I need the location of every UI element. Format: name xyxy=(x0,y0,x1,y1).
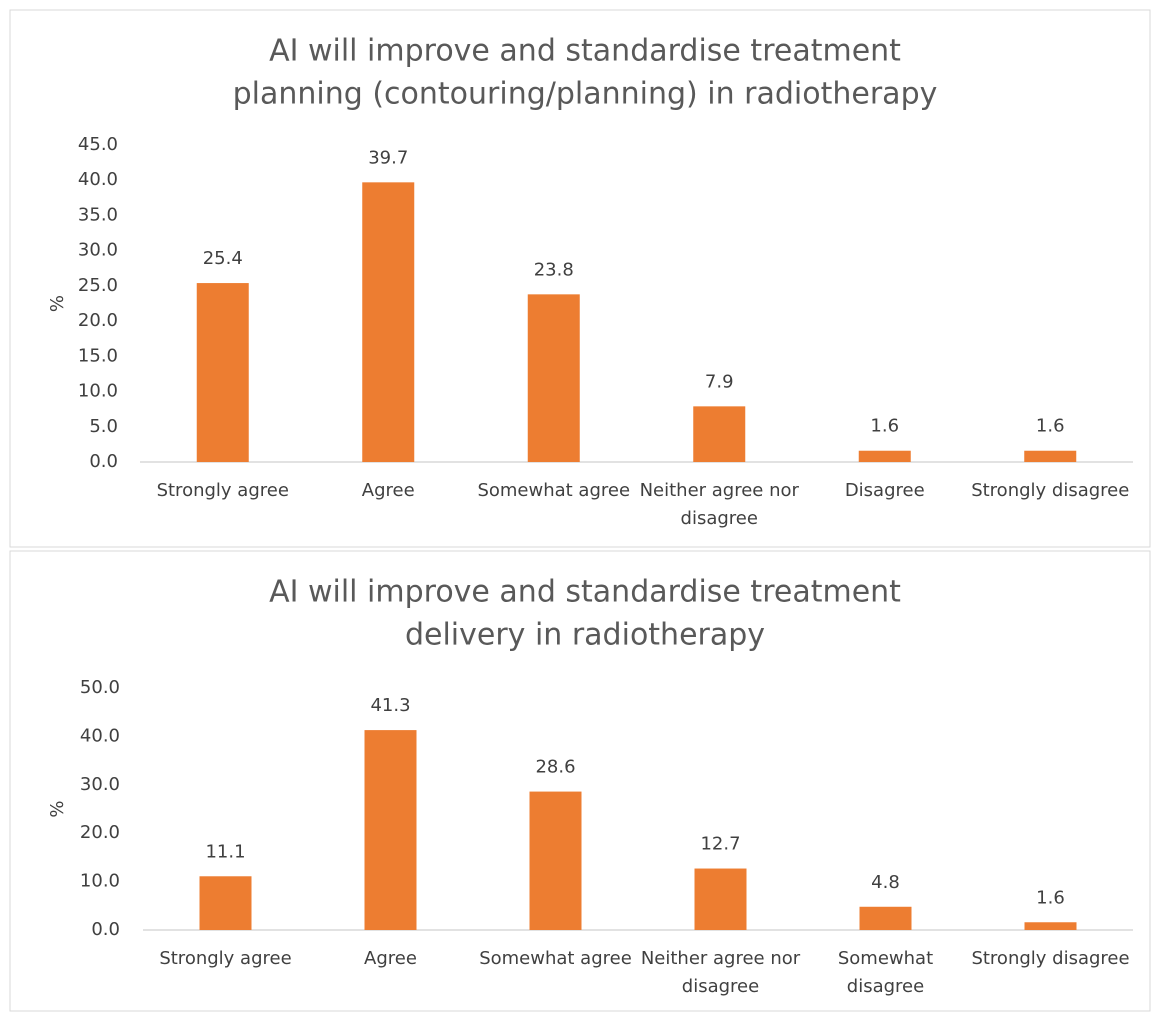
data-label: 4.8 xyxy=(871,872,900,893)
x-tick-label: Neither agree nor disagree xyxy=(641,948,801,997)
data-label: 28.6 xyxy=(535,757,575,778)
x-tick-label: Strongly agree xyxy=(157,480,289,501)
y-tick-label: 15.0 xyxy=(78,345,118,366)
y-tick-label: 40.0 xyxy=(80,725,120,746)
y-tick-label: 0.0 xyxy=(89,451,118,472)
bar xyxy=(196,283,249,462)
y-tick-label: 30.0 xyxy=(80,774,120,795)
x-tick-label: Agree xyxy=(362,480,415,501)
bar xyxy=(527,294,580,462)
data-label: 12.7 xyxy=(700,834,740,855)
data-label: 41.3 xyxy=(370,695,410,716)
chart-title: AI will improve and standardise treatmen… xyxy=(233,33,938,111)
x-tick-label: Disagree xyxy=(845,480,925,501)
y-tick-label: 20.0 xyxy=(78,310,118,331)
bar xyxy=(1024,922,1077,930)
bar xyxy=(364,730,417,930)
y-tick-label: 20.0 xyxy=(80,822,120,843)
y-tick-label: 10.0 xyxy=(78,381,118,402)
y-tick-label: 50.0 xyxy=(80,677,120,698)
x-tick-label: Strongly agree xyxy=(159,948,291,969)
data-label: 1.6 xyxy=(1036,887,1065,908)
bar xyxy=(693,406,746,462)
bar xyxy=(1024,450,1077,462)
x-tick-label: Somewhat disagree xyxy=(838,948,933,997)
x-tick-label: Somewhat agree xyxy=(477,480,630,501)
y-tick-label: 40.0 xyxy=(78,169,118,190)
bar xyxy=(859,906,912,930)
bar xyxy=(529,791,582,930)
data-label: 23.8 xyxy=(534,259,574,280)
data-label: 11.1 xyxy=(205,841,245,862)
data-label: 39.7 xyxy=(368,147,408,168)
data-label: 1.6 xyxy=(870,416,899,437)
x-tick-label: Strongly disagree xyxy=(971,480,1129,501)
bar xyxy=(362,182,415,462)
x-tick-label: Neither agree nor disagree xyxy=(640,480,800,529)
x-tick-label: Strongly disagree xyxy=(971,948,1129,969)
x-tick-label: Somewhat agree xyxy=(479,948,632,969)
y-tick-label: 45.0 xyxy=(78,134,118,155)
panel xyxy=(9,550,1151,1012)
data-label: 1.6 xyxy=(1036,416,1065,437)
y-tick-label: 10.0 xyxy=(80,871,120,892)
x-tick-label: Agree xyxy=(364,948,417,969)
data-label: 7.9 xyxy=(705,371,734,392)
bar xyxy=(694,868,747,930)
data-label: 25.4 xyxy=(203,248,243,269)
chart-title: AI will improve and standardise treatmen… xyxy=(269,574,901,652)
y-tick-label: 35.0 xyxy=(78,204,118,225)
bar xyxy=(858,450,911,462)
bar xyxy=(199,876,252,930)
y-tick-label: 30.0 xyxy=(78,240,118,261)
y-axis-label: % xyxy=(47,800,68,817)
y-tick-label: 25.0 xyxy=(78,275,118,296)
y-tick-label: 5.0 xyxy=(89,416,118,437)
y-axis-label: % xyxy=(47,295,68,312)
y-tick-label: 0.0 xyxy=(91,919,120,940)
